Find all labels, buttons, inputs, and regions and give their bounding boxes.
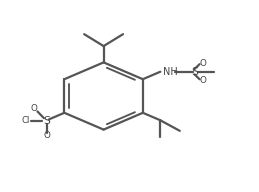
- Text: Cl: Cl: [21, 116, 30, 125]
- Text: S: S: [44, 116, 51, 126]
- Text: NH: NH: [163, 67, 178, 77]
- Text: O: O: [31, 104, 38, 113]
- Text: O: O: [199, 76, 206, 85]
- Text: S: S: [191, 67, 198, 77]
- Text: O: O: [44, 131, 51, 140]
- Text: O: O: [199, 59, 206, 68]
